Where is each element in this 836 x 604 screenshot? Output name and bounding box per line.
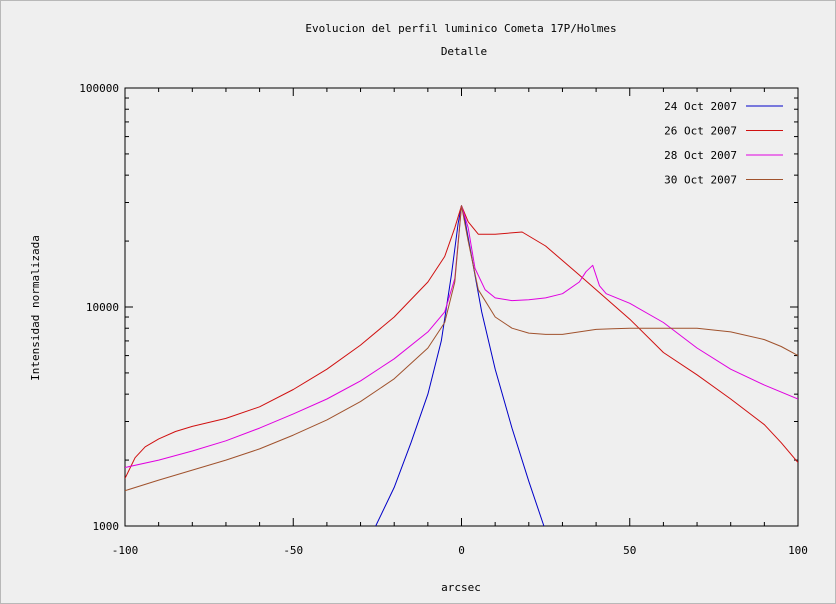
y-tick-label: 100000 — [79, 82, 119, 95]
legend-label: 28 Oct 2007 — [664, 149, 737, 162]
series-line-4 — [125, 205, 798, 492]
x-tick-label: 100 — [788, 544, 808, 557]
series-line-2 — [125, 205, 798, 479]
legend-label: 24 Oct 2007 — [664, 100, 737, 113]
chart-title: Evolucion del perfil luminico Cometa 17P… — [305, 22, 616, 35]
x-tick-label: -50 — [283, 544, 303, 557]
y-tick-label: 1000 — [93, 520, 120, 533]
y-tick-label: 10000 — [86, 301, 119, 314]
series-line-3 — [125, 205, 798, 468]
legend: 24 Oct 2007 26 Oct 2007 28 Oct 2007 30 Oct … — [664, 100, 783, 187]
y-axis-label: Intensidad normalizada — [29, 235, 42, 381]
series-line-1 — [375, 205, 545, 526]
legend-label: 26 Oct 2007 — [664, 125, 737, 138]
x-tick-label: -100 — [112, 544, 139, 557]
series-lines — [125, 205, 798, 526]
legend-label: 30 Oct 2007 — [664, 174, 737, 187]
x-tick-label: 0 — [458, 544, 465, 557]
axis-ticks: -100 -50 0 50 100 1000 10000 100000 — [79, 82, 808, 557]
x-tick-label: 50 — [623, 544, 636, 557]
x-axis-label: arcsec — [441, 581, 481, 594]
chart-subtitle: Detalle — [441, 45, 487, 58]
